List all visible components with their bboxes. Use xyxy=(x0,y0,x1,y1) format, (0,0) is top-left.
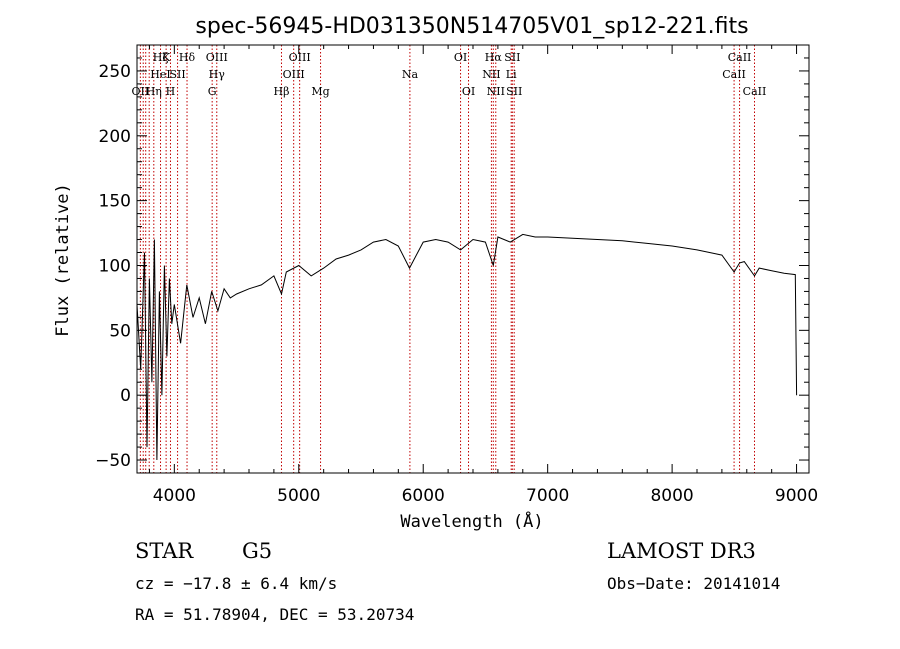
line-label-27-bot: CaII xyxy=(743,85,767,98)
line-label-18-bot: OI xyxy=(462,85,475,98)
line-label-24-bot: SII xyxy=(506,85,522,98)
line-label-19-mid: NII xyxy=(482,68,500,81)
line-label-26-top: CaII xyxy=(728,51,752,64)
x-tick-label-4: 8000 xyxy=(650,486,693,506)
x-tick-label-5: 9000 xyxy=(775,486,818,506)
y-tick-label-3: 100 xyxy=(99,256,131,276)
y-tick-label-6: 250 xyxy=(99,62,131,82)
line-label-7-bot: H xyxy=(166,85,176,98)
line-label-0-bot: OII xyxy=(132,85,150,98)
line-label-11-top: OIII xyxy=(206,51,228,64)
line-label-22-mid: Li xyxy=(506,68,517,81)
spectrum-series xyxy=(136,233,798,461)
line-label-10-bot: G xyxy=(208,85,217,98)
chart-title: spec-56945-HD031350N514705V01_sp12-221.f… xyxy=(195,14,748,39)
y-tick-label-2: 50 xyxy=(109,321,131,341)
object-subclass: G5 xyxy=(242,539,272,563)
line-label-5-mid: HeI xyxy=(150,68,170,81)
y-tick-label-1: 0 xyxy=(120,386,131,406)
line-label-17-top: OI xyxy=(454,51,467,64)
y-axis-ticks: −50 0 50 100 150 200 250 xyxy=(95,57,809,471)
line-label-8-mid: SII xyxy=(169,68,185,81)
ra-dec-coordinates: RA = 51.78904, DEC = 53.20734 xyxy=(135,605,414,624)
line-label-11-mid: Hγ xyxy=(209,68,226,81)
line-label-20-top: Hα xyxy=(485,51,503,64)
line-label-23-top: SII xyxy=(504,51,520,64)
redshift-cz: cz = −17.8 ± 6.4 km/s xyxy=(135,574,337,593)
line-label-25-mid: CaII xyxy=(722,68,746,81)
x-axis-label: Wavelength (Å) xyxy=(400,510,543,532)
line-label-6-top: K xyxy=(162,51,171,64)
spectral-line-markers xyxy=(139,45,755,473)
x-tick-label-1: 5000 xyxy=(277,486,320,506)
plot-frame xyxy=(136,44,810,474)
x-axis-ticks: 4000 5000 6000 7000 8000 9000 xyxy=(148,45,818,506)
y-tick-label-4: 150 xyxy=(99,192,131,212)
x-tick-label-0: 4000 xyxy=(153,486,196,506)
line-label-14-top: OIII xyxy=(289,51,311,64)
line-label-5-top: Hζ xyxy=(153,51,169,64)
x-tick-label-3: 7000 xyxy=(526,486,569,506)
line-label-15-bot: Mg xyxy=(311,85,329,98)
observation-date: Obs−Date: 20141014 xyxy=(607,574,780,593)
survey-name: LAMOST DR3 xyxy=(607,539,756,563)
line-label-13-mid: OIII xyxy=(283,68,305,81)
y-tick-label-5: 200 xyxy=(99,127,131,147)
x-tick-label-2: 6000 xyxy=(402,486,445,506)
y-tick-label-0: −50 xyxy=(95,451,131,471)
line-label-21-bot: NII xyxy=(487,85,505,98)
object-class: STAR xyxy=(135,539,194,563)
line-label-16-mid: Na xyxy=(402,68,419,81)
line-label-12-bot: Hβ xyxy=(274,85,290,98)
line-label-4-bot: Hη xyxy=(146,85,162,98)
y-axis-label: Flux (relative) xyxy=(53,183,73,337)
spectrum-line-0 xyxy=(136,233,798,461)
line-label-9-top: Hδ xyxy=(179,51,196,64)
